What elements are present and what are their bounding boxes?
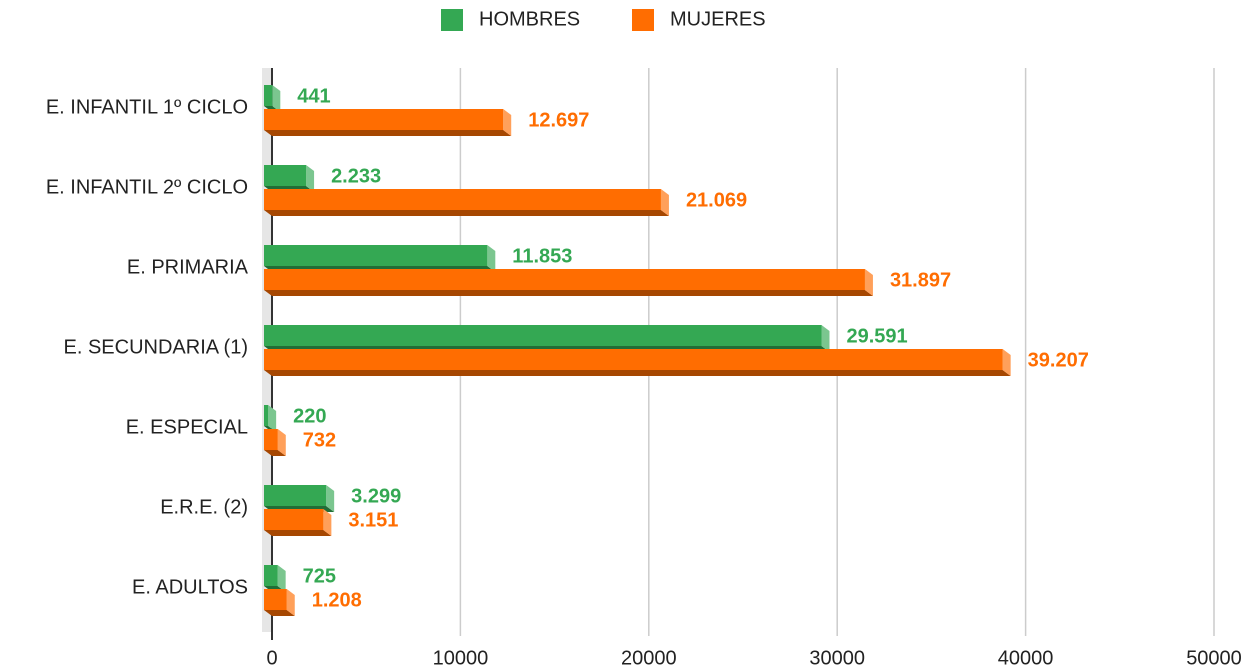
legend-label: HOMBRES <box>479 8 580 30</box>
bar-face <box>326 485 335 512</box>
value-label: 21.069 <box>686 189 747 211</box>
legend-label: MUJERES <box>670 8 766 30</box>
value-label: 1.208 <box>312 589 362 611</box>
bar-face <box>323 509 332 536</box>
bar <box>264 245 496 272</box>
value-label: 725 <box>303 565 336 587</box>
bar <box>264 429 286 456</box>
y-tick-label: E. PRIMARIA <box>127 256 249 278</box>
x-tick-label: 30000 <box>809 647 865 669</box>
value-label: 31.897 <box>890 269 951 291</box>
bar-face <box>264 530 332 536</box>
bar <box>264 509 332 536</box>
bar-face <box>272 85 281 112</box>
value-label: 3.151 <box>348 509 398 531</box>
x-tick-label: 10000 <box>433 647 489 669</box>
bar <box>264 325 830 352</box>
bar <box>264 589 295 616</box>
y-tick-label: E.R.E. (2) <box>160 496 248 518</box>
y-tick-label: E. ADULTOS <box>132 576 248 598</box>
bar-face <box>264 349 1003 370</box>
bar <box>264 189 669 216</box>
bar-face <box>264 450 286 456</box>
bar-face <box>268 405 277 432</box>
bar-face <box>264 109 504 130</box>
bar-face <box>264 610 295 616</box>
bar <box>264 269 873 296</box>
x-tick-label: 40000 <box>998 647 1054 669</box>
bar-face <box>264 189 661 210</box>
legend-swatch <box>632 9 654 31</box>
bar <box>264 109 512 136</box>
value-label: 12.697 <box>528 109 589 131</box>
bar <box>264 485 335 512</box>
bar-face <box>503 109 512 136</box>
bar-face <box>1002 349 1011 376</box>
y-tick-label: E. INFANTIL 1º CICLO <box>46 96 248 118</box>
x-tick-label: 50000 <box>1186 647 1242 669</box>
bar-face <box>264 565 278 586</box>
y-tick-label: E. SECUNDARIA (1) <box>64 336 248 358</box>
bar-face <box>264 589 287 610</box>
x-tick-label: 0 <box>266 647 277 669</box>
value-label: 2.233 <box>331 165 381 187</box>
bar <box>264 165 315 192</box>
bar <box>264 349 1011 376</box>
value-label: 11.853 <box>512 245 572 267</box>
bar-face <box>286 589 295 616</box>
bar-face <box>264 405 269 426</box>
bar-face <box>264 429 278 450</box>
value-label: 29.591 <box>846 325 907 347</box>
bar-face <box>264 290 873 296</box>
value-label: 39.207 <box>1028 349 1089 371</box>
bar-face <box>277 565 286 592</box>
bar-face <box>264 269 865 290</box>
bar-face <box>264 509 324 530</box>
bar-face <box>264 245 488 266</box>
bar-face <box>277 429 286 456</box>
bar-face <box>660 189 669 216</box>
y-tick-label: E. INFANTIL 2º CICLO <box>46 176 248 198</box>
bar-face <box>264 130 512 136</box>
bar-face <box>264 325 822 346</box>
x-tick-label: 20000 <box>621 647 677 669</box>
bar <box>264 565 286 592</box>
y-tick-label: E. ESPECIAL <box>126 416 248 438</box>
bar-face <box>264 370 1011 376</box>
value-label: 3.299 <box>351 485 401 507</box>
bar-face <box>821 325 830 352</box>
value-label: 220 <box>293 405 326 427</box>
bar-face <box>264 165 307 186</box>
bar-face <box>264 85 273 106</box>
bar-face <box>264 485 327 506</box>
bar-face <box>487 245 496 272</box>
value-label: 732 <box>303 429 336 451</box>
legend-swatch <box>441 9 463 31</box>
bar-face <box>864 269 873 296</box>
bar-face <box>264 210 669 216</box>
value-label: 441 <box>297 85 330 107</box>
bar-face <box>306 165 315 192</box>
